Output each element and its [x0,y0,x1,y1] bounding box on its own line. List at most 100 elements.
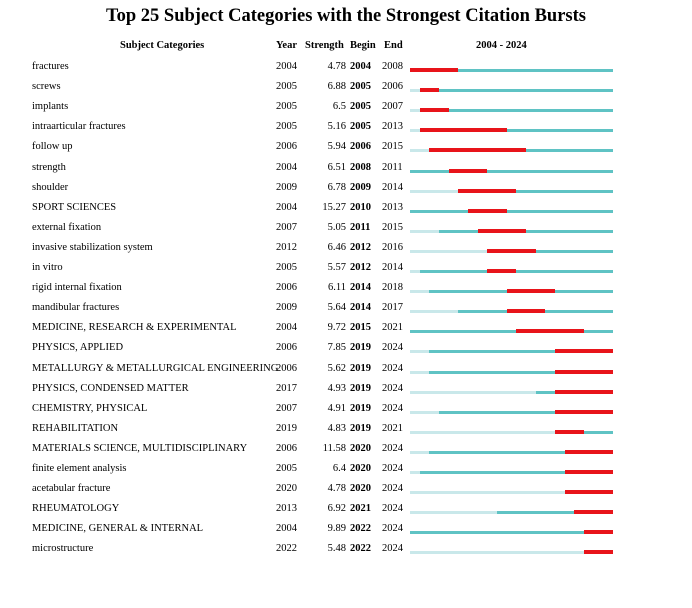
strength-cell: 9.72 [327,322,346,334]
table-row: MEDICINE, RESEARCH & EXPERIMENTAL 2004 9.7… [0,321,692,341]
table-row: strength 2004 6.51 2008 2011 [0,161,692,181]
timeline-pre-segment [410,471,420,474]
year-cell: 2019 [276,422,297,434]
category-cell: screws [32,81,61,93]
timeline-active-segment [429,450,613,454]
timeline-pre-segment [410,310,459,314]
category-cell: finite element analysis [32,463,127,474]
burst-bar [555,369,613,374]
year-cell: 2004 [276,523,297,535]
table-row: MEDICINE, GENERAL & INTERNAL 2004 9.89 2022… [0,522,692,542]
burst-bar [506,289,555,294]
table-row: CHEMISTRY, PHYSICAL 2007 4.91 2019 2024 [0,402,692,422]
category-cell: fractures [32,61,69,72]
burst-bar [584,550,613,555]
strength-cell: 15.27 [322,201,346,213]
strength-cell: 5.94 [327,141,346,153]
timeline-active-segment [458,189,613,193]
end-cell: 2018 [382,282,403,294]
header-end: End [384,40,403,51]
begin-cell: 2020 [350,442,371,454]
category-cell: PHYSICS, APPLIED [32,342,124,354]
table-row: implants 2005 6.5 2005 2007 [0,100,692,120]
category-cell: intraarticular fractures [32,121,126,133]
begin-cell: 2012 [350,262,371,273]
end-cell: 2007 [382,101,403,113]
table-row: follow up 2006 5.94 2006 2015 [0,140,692,160]
strength-cell: 6.46 [327,241,346,253]
strength-cell: 9.89 [327,523,346,535]
table-row: shoulder 2009 6.78 2009 2014 [0,181,692,201]
table-row: METALLURGY & METALLURGICAL ENGINEERING 20… [0,362,692,382]
timeline-pre-segment [410,149,430,153]
timeline-active-segment [429,370,613,374]
begin-cell: 2008 [350,161,371,173]
end-cell: 2024 [382,503,403,515]
category-cell: MATERIALS SCIENCE, MULTIDISCIPLINARY [32,442,248,454]
category-cell: PHYSICS, CONDENSED MATTER [32,382,189,394]
category-cell: SPORT SCIENCES [32,201,117,213]
table-row: in vitro 2005 5.57 2012 2014 [0,261,692,281]
timeline-active-segment [419,471,613,474]
strength-cell: 6.92 [327,503,346,515]
year-cell: 2005 [276,101,297,113]
timeline-active-segment [410,69,613,72]
table-row: screws 2005 6.88 2005 2006 [0,80,692,100]
burst-bar [584,530,613,535]
burst-bar [429,148,526,153]
end-cell: 2024 [382,382,403,394]
category-cell: rigid internal fixation [32,282,122,294]
timeline-active-segment [419,89,613,93]
end-cell: 2021 [382,322,403,334]
table-row: PHYSICS, APPLIED 2006 7.85 2019 2024 [0,341,692,361]
timeline-active-segment [410,531,613,535]
table-row: RHEUMATOLOGY 2013 6.92 2021 2024 [0,502,692,522]
year-cell: 2004 [276,201,297,213]
category-cell: external fixation [32,221,102,233]
timeline-pre-segment [410,290,430,294]
begin-cell: 2021 [350,503,371,515]
end-cell: 2013 [382,201,403,213]
burst-bar [516,329,584,334]
category-cell: implants [32,101,69,113]
timeline-pre-segment [410,450,430,454]
year-cell: 2009 [276,302,297,314]
end-cell: 2014 [382,181,403,193]
end-cell: 2024 [382,342,403,354]
strength-cell: 5.57 [327,262,346,273]
strength-cell: 5.62 [327,362,346,374]
category-cell: follow up [32,141,73,153]
timeline-pre-segment [410,109,420,113]
burst-bar [555,389,613,394]
timeline-active-segment [439,410,613,414]
burst-bar [477,228,526,233]
begin-cell: 2015 [350,322,371,334]
end-cell: 2024 [382,543,403,555]
burst-bar [468,208,507,213]
header-subject-categories: Subject Categories [120,40,205,51]
table-row: intraarticular fractures 2005 5.16 2005 2013 [0,120,692,140]
year-cell: 2006 [276,442,297,454]
begin-cell: 2019 [350,382,371,394]
burst-bar [458,188,517,193]
category-cell: invasive stabilization system [32,241,153,253]
burst-bar [448,168,488,173]
timeline-pre-segment [410,189,459,193]
strength-cell: 4.83 [327,422,346,434]
year-cell: 2006 [276,282,297,294]
timeline-pre-segment [410,350,430,354]
end-cell: 2014 [382,262,403,273]
begin-cell: 2005 [350,121,371,133]
table-row: external fixation 2007 5.05 2011 2015 [0,221,692,241]
category-cell: in vitro [32,262,63,273]
table-row: PHYSICS, CONDENSED MATTER 2017 4.93 2019 202… [0,382,692,402]
year-cell: 2004 [276,161,297,173]
strength-cell: 4.93 [327,382,346,394]
burst-bar [564,449,613,454]
year-cell: 2020 [276,483,297,495]
year-cell: 2022 [276,543,297,555]
end-cell: 2024 [382,483,403,495]
begin-cell: 2022 [350,523,371,535]
year-cell: 2004 [276,322,297,334]
